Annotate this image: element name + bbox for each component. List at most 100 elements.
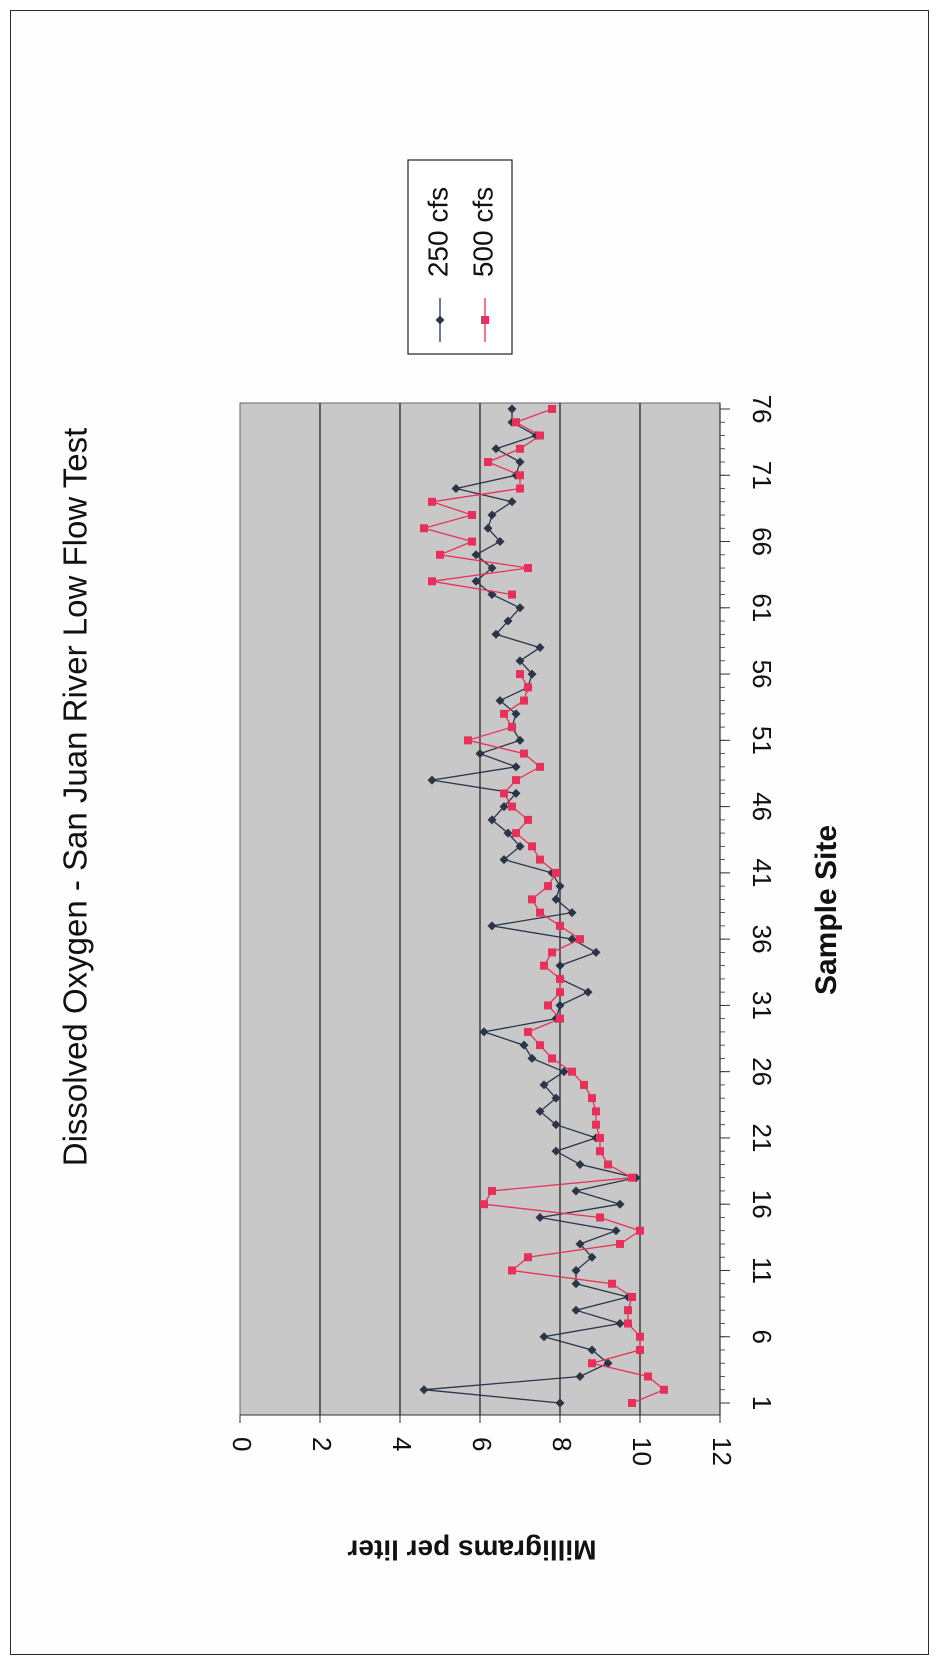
- legend-label: 250 cfs: [422, 187, 453, 277]
- data-point: [544, 882, 552, 891]
- data-point: [516, 670, 524, 679]
- series-500-cfs: [420, 405, 668, 1407]
- data-point: [499, 802, 509, 812]
- site-tick-label: 26: [747, 1057, 777, 1086]
- data-point: [516, 484, 524, 493]
- value-tick-label: 8: [547, 1437, 577, 1451]
- data-point: [515, 841, 525, 851]
- data-point: [515, 603, 525, 613]
- data-point: [604, 1160, 612, 1169]
- series-group: [419, 404, 668, 1408]
- data-point: [475, 749, 485, 759]
- data-point: [571, 1279, 581, 1289]
- site-tick-label: 6: [747, 1329, 777, 1343]
- data-point: [556, 974, 564, 983]
- data-point: [575, 1159, 585, 1169]
- data-point: [535, 643, 545, 653]
- data-point: [540, 961, 548, 970]
- data-point: [508, 590, 516, 599]
- data-point: [596, 1147, 604, 1156]
- data-point: [591, 947, 601, 957]
- data-point: [575, 1239, 585, 1249]
- series-250-cfs: [419, 404, 641, 1408]
- axes-group: [239, 403, 730, 1423]
- data-point: [587, 1252, 597, 1262]
- site-tick-label: 46: [747, 792, 777, 821]
- data-point: [468, 511, 476, 520]
- data-point: [428, 577, 436, 586]
- data-point: [548, 405, 556, 413]
- site-tick-label: 16: [747, 1190, 777, 1219]
- data-point: [511, 709, 521, 719]
- data-point: [636, 1345, 644, 1354]
- data-point: [516, 471, 524, 480]
- legend-marker: [481, 316, 489, 324]
- data-point: [507, 404, 517, 414]
- site-tick-label: 66: [747, 527, 777, 556]
- data-point: [544, 1001, 552, 1010]
- data-point: [556, 988, 564, 997]
- data-point: [499, 855, 509, 865]
- data-point: [624, 1319, 632, 1328]
- data-point: [487, 590, 497, 600]
- data-point: [483, 523, 493, 533]
- data-point: [539, 1332, 549, 1342]
- data-point: [555, 881, 565, 891]
- data-point: [556, 921, 564, 930]
- data-point: [551, 1120, 561, 1130]
- data-point: [520, 749, 528, 758]
- data-point: [536, 1041, 544, 1050]
- data-point: [500, 789, 508, 798]
- data-point: [628, 1399, 636, 1407]
- site-tick-label: 31: [747, 991, 777, 1020]
- site-tick-label: 76: [747, 395, 777, 424]
- data-point: [536, 908, 544, 917]
- data-point: [571, 1305, 581, 1315]
- y-axis-label: Milligrams per liter: [347, 1535, 596, 1566]
- data-point: [551, 1093, 561, 1103]
- data-point: [484, 458, 492, 467]
- data-point: [428, 497, 436, 506]
- legend-label: 500 cfs: [467, 187, 498, 277]
- data-point: [583, 987, 593, 997]
- value-tick-label: 12: [707, 1437, 737, 1466]
- data-point: [515, 735, 525, 745]
- data-point: [464, 736, 472, 745]
- data-point: [644, 1372, 652, 1381]
- data-point: [471, 550, 481, 560]
- legend-item: 500 cfs: [467, 187, 498, 342]
- value-tick-label: 6: [467, 1437, 497, 1451]
- data-point: [503, 828, 513, 838]
- data-point: [515, 457, 525, 467]
- data-point: [555, 961, 565, 971]
- data-point: [508, 802, 516, 811]
- data-point: [487, 921, 497, 931]
- site-tick-label: 36: [747, 925, 777, 954]
- data-point: [487, 510, 497, 520]
- site-tick-label: 51: [747, 726, 777, 755]
- data-point: [636, 1332, 644, 1341]
- data-point: [615, 1199, 625, 1209]
- plot-area-group: [239, 402, 721, 1416]
- data-point: [559, 1067, 569, 1077]
- data-point: [588, 1094, 596, 1103]
- data-point: [588, 1359, 596, 1368]
- data-point: [436, 550, 444, 559]
- data-point: [568, 1067, 576, 1076]
- data-point: [491, 629, 501, 639]
- data-point: [511, 762, 521, 772]
- data-point: [512, 829, 520, 838]
- data-point: [500, 709, 508, 718]
- data-point: [556, 1014, 564, 1023]
- data-point: [571, 1265, 581, 1275]
- legend-box: [407, 159, 513, 355]
- data-point: [580, 1080, 588, 1089]
- data-point: [539, 1080, 549, 1090]
- data-point: [611, 1226, 621, 1236]
- data-point: [524, 815, 532, 824]
- value-tick-label: 0: [227, 1437, 257, 1451]
- data-point: [536, 431, 544, 440]
- data-point: [587, 1345, 597, 1355]
- data-point: [515, 656, 525, 666]
